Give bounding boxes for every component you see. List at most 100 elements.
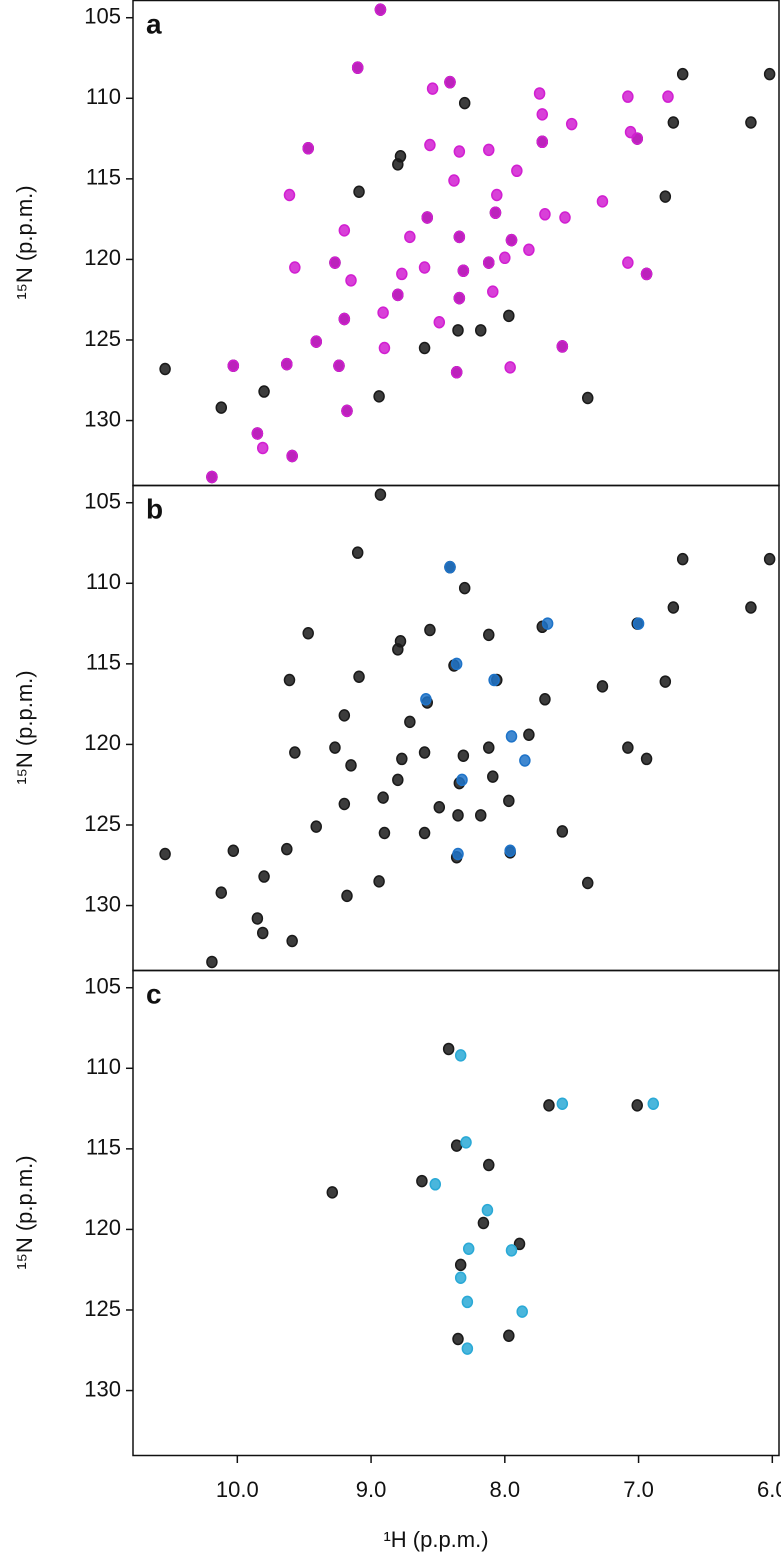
- peak: [396, 267, 408, 281]
- panel: 105 110 115 120 125 130 ¹⁵N (p.p.m.) a: [12, 0, 780, 487]
- peak: [338, 709, 351, 722]
- peak: [378, 826, 391, 840]
- peak: [227, 844, 240, 858]
- peak: [452, 1332, 464, 1346]
- peak: [483, 741, 495, 754]
- peak: [424, 623, 436, 637]
- peak: [283, 188, 296, 202]
- peak: [503, 794, 515, 808]
- y-tick-label: 105: [84, 974, 121, 999]
- peak: [676, 552, 689, 566]
- peak: [392, 288, 404, 302]
- peak: [504, 844, 516, 858]
- peak: [513, 1237, 526, 1251]
- peak: [302, 626, 314, 640]
- y-tick-label: 110: [86, 1054, 121, 1079]
- peak: [289, 746, 301, 759]
- peak: [640, 752, 653, 766]
- peak: [763, 67, 776, 81]
- peak: [404, 230, 416, 244]
- y-tick-label: 105: [84, 489, 121, 514]
- peak: [523, 243, 535, 257]
- peak: [556, 825, 569, 838]
- peak: [452, 809, 464, 822]
- peak: [444, 75, 456, 89]
- peak: [456, 773, 468, 787]
- peak: [581, 391, 594, 405]
- x-tick-label: 10.0: [216, 1477, 259, 1502]
- peak: [404, 715, 416, 729]
- peak: [433, 801, 446, 814]
- peak: [374, 488, 387, 501]
- peak: [454, 1258, 467, 1272]
- peak: [556, 1097, 569, 1110]
- peak: [159, 362, 171, 376]
- peak: [483, 256, 495, 269]
- y-axis-label: ¹⁵N (p.p.m.): [12, 670, 37, 784]
- peak: [481, 1203, 494, 1217]
- peak: [631, 1099, 643, 1112]
- x-tick-label: 7.0: [623, 1477, 654, 1502]
- peak: [622, 741, 634, 754]
- peak: [505, 1244, 518, 1257]
- peak: [353, 185, 365, 198]
- peak: [452, 324, 464, 337]
- y-tick-label: 105: [84, 4, 121, 29]
- peak: [503, 1329, 515, 1343]
- peak: [206, 470, 218, 484]
- peak: [533, 87, 546, 100]
- peak: [338, 797, 351, 811]
- peak: [341, 404, 353, 418]
- peak: [503, 309, 515, 323]
- y-tick-label: 130: [84, 891, 121, 916]
- y-axis-label: ¹⁵N (p.p.m.): [12, 185, 37, 299]
- peak: [763, 552, 776, 566]
- y-tick-label: 115: [86, 650, 121, 675]
- peak: [283, 673, 296, 687]
- peak: [458, 96, 471, 110]
- peak: [450, 365, 463, 379]
- peak: [421, 211, 433, 224]
- peak: [448, 174, 460, 187]
- peak: [333, 359, 345, 373]
- peak: [483, 628, 495, 642]
- peak: [418, 746, 431, 759]
- y-tick-label: 120: [84, 1215, 121, 1240]
- peak: [256, 926, 269, 940]
- peak: [373, 875, 385, 888]
- panel: 105 110 115 120 125 130 ¹⁵N (p.p.m.) c 10.0 9.0 8.…: [12, 969, 781, 1552]
- peak: [647, 1097, 660, 1110]
- peak: [505, 730, 518, 743]
- peak: [418, 261, 431, 274]
- peak: [536, 135, 549, 149]
- peak: [227, 359, 240, 373]
- peak: [457, 749, 470, 762]
- peak: [477, 1216, 490, 1230]
- peak: [622, 256, 634, 269]
- y-tick-label: 110: [86, 569, 121, 594]
- peak: [420, 693, 432, 706]
- panel-title: a: [146, 8, 162, 39]
- x-tick-label: 6.0: [757, 1477, 781, 1502]
- peak: [565, 117, 578, 131]
- peak: [539, 693, 551, 706]
- peak: [392, 773, 404, 787]
- peak: [215, 886, 228, 899]
- peak: [429, 1178, 442, 1191]
- panel-title: c: [146, 978, 162, 1009]
- peak: [631, 132, 643, 145]
- peak: [310, 335, 322, 348]
- peak: [581, 876, 594, 890]
- peak: [541, 617, 554, 630]
- peak: [536, 108, 549, 121]
- peak: [345, 759, 357, 772]
- y-tick-label: 130: [84, 1376, 121, 1401]
- peak: [258, 385, 270, 398]
- peak: [632, 617, 645, 630]
- peak: [596, 680, 609, 693]
- y-tick-label: 110: [86, 84, 121, 109]
- peak: [453, 145, 466, 158]
- y-tick-label: 125: [84, 1296, 121, 1321]
- peak: [453, 291, 466, 305]
